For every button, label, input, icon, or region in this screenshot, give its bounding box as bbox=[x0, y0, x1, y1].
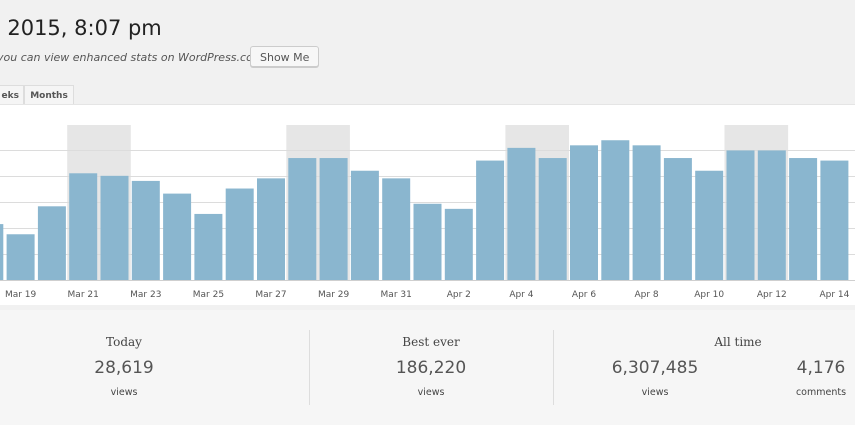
stats-notice: you can view enhanced stats on WordPress… bbox=[0, 51, 270, 64]
x-tick-label: Apr 6 bbox=[572, 290, 596, 300]
x-tick-label: Mar 19 bbox=[5, 290, 37, 300]
show-me-button[interactable]: Show Me bbox=[250, 46, 320, 67]
chart-bar bbox=[726, 150, 755, 280]
today-unit: views bbox=[110, 387, 138, 398]
best-ever-label: Best ever bbox=[402, 335, 460, 349]
chart-bar bbox=[444, 208, 473, 280]
views-bar-chart: Mar 19 Mar 21 Mar 23 Mar 25 Mar 27 Mar 29 Mar … bbox=[0, 125, 855, 300]
chart-bar bbox=[507, 147, 536, 280]
all-time-views-unit: views bbox=[641, 387, 669, 398]
chart-bar bbox=[288, 158, 317, 280]
chart-bar bbox=[601, 140, 630, 280]
stats-divider bbox=[553, 330, 554, 405]
stats-summary: Today 28,619 views Best ever 186,220 vie… bbox=[0, 310, 855, 425]
chart-bar bbox=[6, 234, 35, 280]
chart-bar bbox=[131, 180, 160, 280]
best-ever-unit: views bbox=[417, 387, 445, 398]
x-tick-label: Apr 4 bbox=[509, 290, 533, 300]
page-title: , 2015, 8:07 pm bbox=[0, 16, 162, 40]
chart-bar bbox=[37, 206, 66, 280]
chart-bar bbox=[476, 160, 505, 280]
chart-bar bbox=[695, 170, 724, 280]
x-tick-label: Mar 27 bbox=[255, 290, 286, 300]
x-tick-label: Apr 12 bbox=[757, 290, 787, 300]
chart-bar bbox=[538, 158, 567, 280]
chart-bar bbox=[194, 213, 223, 280]
tab-months[interactable]: Months bbox=[24, 85, 74, 106]
x-tick-label: Mar 25 bbox=[193, 290, 224, 300]
views-chart: Mar 19 Mar 21 Mar 23 Mar 25 Mar 27 Mar 29 Mar … bbox=[0, 104, 855, 305]
chart-bar bbox=[632, 145, 661, 280]
x-tick-label: Apr 14 bbox=[819, 290, 849, 300]
chart-bar bbox=[570, 145, 598, 280]
chart-bar bbox=[163, 193, 192, 280]
best-ever-value: 186,220 bbox=[395, 358, 467, 378]
x-tick-label: Mar 23 bbox=[130, 290, 161, 300]
x-tick-label: Mar 31 bbox=[381, 290, 412, 300]
chart-bar bbox=[319, 158, 348, 280]
chart-bar bbox=[100, 175, 129, 280]
stats-divider bbox=[309, 330, 310, 405]
all-time-comments-unit: comments bbox=[795, 387, 847, 398]
chart-bar bbox=[413, 203, 442, 280]
x-tick-label: Mar 21 bbox=[68, 290, 99, 300]
all-time-comments-value: 4,176 bbox=[796, 358, 846, 378]
chart-bar bbox=[0, 224, 4, 280]
x-tick-label: Mar 29 bbox=[318, 290, 350, 300]
chart-bar bbox=[350, 170, 379, 280]
x-tick-label: Apr 2 bbox=[447, 290, 471, 300]
chart-bar bbox=[257, 178, 285, 280]
tab-weeks[interactable]: eks bbox=[0, 85, 24, 106]
chart-bar bbox=[757, 150, 786, 280]
today-value: 28,619 bbox=[94, 358, 154, 378]
x-tick-label: Apr 8 bbox=[635, 290, 659, 300]
chart-bar bbox=[225, 188, 254, 280]
chart-bar bbox=[382, 178, 411, 280]
x-tick-label: Apr 10 bbox=[694, 290, 724, 300]
all-time-views-value: 6,307,485 bbox=[611, 358, 699, 378]
all-time-label: All time bbox=[714, 335, 762, 349]
chart-bar bbox=[789, 158, 818, 280]
chart-bar bbox=[663, 158, 692, 280]
chart-bar bbox=[69, 173, 98, 280]
today-label: Today bbox=[106, 335, 142, 349]
chart-bar bbox=[820, 160, 849, 280]
